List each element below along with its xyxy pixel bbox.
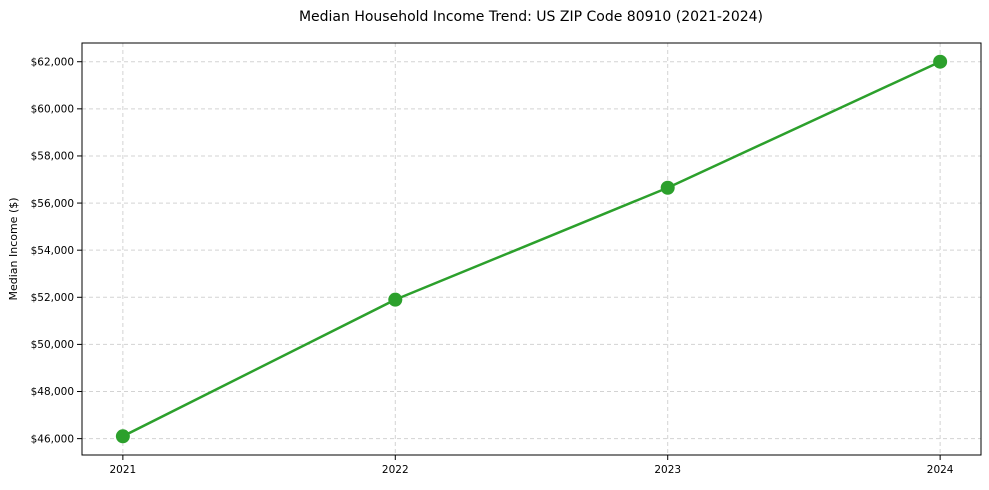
y-tick-label: $60,000	[31, 104, 74, 116]
trend-line-path	[121, 60, 942, 438]
x-tick-label: 2021	[109, 464, 136, 476]
x-tick-label: 2023	[654, 464, 681, 476]
data-point	[388, 292, 403, 307]
data-point	[933, 54, 948, 69]
gridlines	[82, 43, 981, 455]
data-point	[115, 429, 130, 444]
chart-title: Median Household Income Trend: US ZIP Co…	[299, 9, 763, 25]
y-tick-label: $46,000	[31, 433, 74, 445]
y-tick-label: $62,000	[31, 56, 74, 68]
y-axis-label: Median Income ($)	[7, 197, 20, 300]
data-points	[115, 54, 948, 444]
x-axis-tick-labels: 2021 2022 2023 2024	[109, 464, 953, 476]
x-tick-label: 2024	[927, 464, 954, 476]
y-axis-tick-labels: $46,000 $48,000 $50,000 $52,000 $54,000 $56,0…	[31, 56, 74, 445]
y-tick-label: $50,000	[31, 339, 74, 351]
plot-frame	[81, 42, 982, 456]
x-tick-label: 2022	[382, 464, 409, 476]
trend-line	[121, 60, 942, 438]
y-tick-label: $58,000	[31, 151, 74, 163]
axis-tick-marks	[77, 61, 941, 460]
y-tick-label: $48,000	[31, 386, 74, 398]
y-tick-label: $52,000	[31, 292, 74, 304]
y-tick-label: $56,000	[31, 198, 74, 210]
data-point	[660, 180, 675, 195]
y-tick-label: $54,000	[31, 245, 74, 257]
